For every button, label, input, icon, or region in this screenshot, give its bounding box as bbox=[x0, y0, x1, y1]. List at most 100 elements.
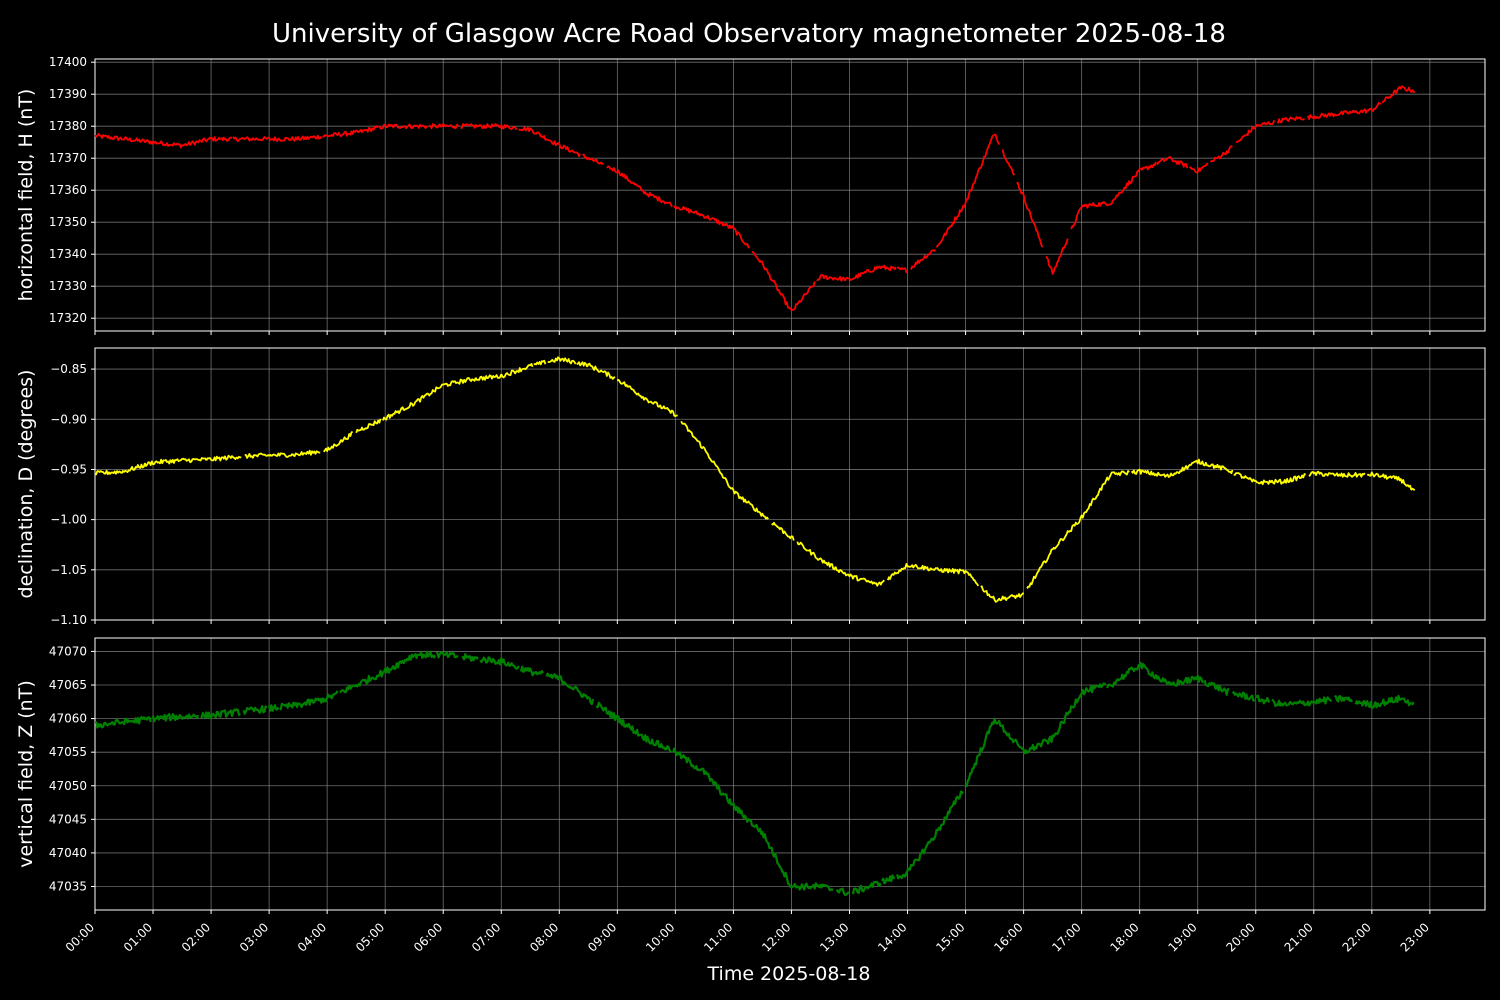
series-line-h bbox=[541, 134, 552, 143]
series-line-z bbox=[896, 869, 909, 880]
series-line-h bbox=[122, 136, 149, 144]
series-line-h bbox=[550, 140, 581, 158]
series-line-d bbox=[728, 485, 751, 504]
series-line-h bbox=[1276, 116, 1294, 124]
series-line-z bbox=[94, 718, 124, 729]
y-tick-label-z: 47070 bbox=[49, 644, 87, 658]
x-axis-title: Time 2025-08-18 bbox=[707, 963, 871, 985]
y-tick-label-z: 47060 bbox=[49, 712, 87, 726]
series-line-z bbox=[964, 754, 980, 788]
series-line-h bbox=[788, 296, 804, 312]
series-line-h bbox=[1070, 202, 1099, 230]
series-line-d bbox=[576, 361, 589, 368]
series-line-h bbox=[582, 153, 605, 166]
series-line-h bbox=[1156, 155, 1177, 166]
series-line-d bbox=[1189, 458, 1218, 469]
series-line-h bbox=[322, 131, 341, 138]
y-axis-title-h: horizontal field, H (nT) bbox=[15, 89, 37, 302]
series-line-z bbox=[906, 858, 918, 872]
series-line-z bbox=[122, 715, 152, 726]
series-line-d bbox=[649, 400, 678, 417]
series-line-h bbox=[802, 281, 816, 298]
series-line-d bbox=[815, 557, 837, 571]
series-line-h bbox=[973, 133, 1001, 184]
series-line-h bbox=[460, 123, 482, 130]
series-line-h bbox=[606, 165, 622, 177]
series-line-d bbox=[474, 373, 503, 381]
y-tick-label-h: 17400 bbox=[49, 55, 87, 69]
series-line-h bbox=[1235, 134, 1246, 143]
series-line-z bbox=[435, 650, 459, 659]
series-line-d bbox=[533, 359, 547, 366]
series-line-z bbox=[200, 711, 214, 720]
series-line-d bbox=[454, 377, 477, 385]
series-line-z bbox=[545, 672, 572, 689]
series-line-z bbox=[1192, 674, 1204, 684]
series-line-d bbox=[680, 420, 708, 454]
series-line-z bbox=[997, 719, 1010, 737]
series-line-z bbox=[1354, 699, 1370, 707]
series-line-z bbox=[809, 882, 834, 892]
series-line-d bbox=[1233, 472, 1259, 484]
series-line-h bbox=[693, 210, 710, 220]
series-line-h bbox=[1209, 145, 1233, 163]
series-line-h bbox=[1189, 162, 1209, 174]
series-line-h bbox=[398, 123, 415, 130]
series-line-z bbox=[1231, 691, 1256, 702]
series-line-h bbox=[673, 204, 695, 214]
series-line-d bbox=[291, 449, 321, 458]
series-line-z bbox=[1007, 732, 1020, 748]
series-line-z bbox=[1055, 698, 1080, 736]
series-line-z bbox=[835, 887, 850, 896]
series-line-z bbox=[1333, 695, 1354, 703]
series-line-h bbox=[199, 136, 222, 143]
series-line-z bbox=[268, 704, 280, 712]
series-line-h bbox=[730, 225, 750, 249]
series-line-z bbox=[649, 738, 672, 753]
series-line-z bbox=[294, 697, 324, 709]
series-line-d bbox=[1151, 470, 1182, 478]
series-line-z bbox=[863, 880, 882, 890]
series-line-h bbox=[1174, 160, 1189, 169]
series-line-d bbox=[322, 439, 342, 453]
series-line-d bbox=[522, 362, 534, 371]
series-line-z bbox=[461, 652, 479, 662]
series-line-z bbox=[743, 814, 759, 830]
series-line-d bbox=[426, 386, 440, 397]
series-line-h bbox=[479, 123, 492, 130]
series-line-z bbox=[1255, 694, 1271, 705]
series-line-d bbox=[796, 541, 817, 559]
series-line-h bbox=[1363, 101, 1382, 114]
series-line-d bbox=[1376, 473, 1394, 480]
series-line-z bbox=[382, 657, 410, 674]
series-line-h bbox=[1016, 181, 1027, 205]
y-tick-label-d: −1.00 bbox=[50, 513, 87, 527]
panel-frame bbox=[94, 637, 1486, 911]
series-line-h bbox=[870, 264, 897, 273]
series-h bbox=[94, 85, 1416, 312]
series-line-z bbox=[361, 669, 385, 685]
y-tick-label-h: 17350 bbox=[49, 215, 87, 229]
series-line-d bbox=[415, 392, 428, 403]
series-d bbox=[94, 356, 1416, 603]
y-tick-label-z: 47065 bbox=[49, 678, 87, 692]
series-line-h bbox=[642, 189, 673, 208]
series-line-z bbox=[766, 841, 782, 869]
series-line-z bbox=[712, 780, 733, 806]
series-line-d bbox=[221, 454, 242, 461]
series-line-h bbox=[1409, 89, 1416, 94]
y-tick-label-h: 17370 bbox=[49, 151, 87, 165]
series-line-h bbox=[299, 134, 323, 141]
series-line-z bbox=[1120, 661, 1149, 681]
series-line-z bbox=[321, 690, 339, 703]
series-line-d bbox=[1285, 473, 1307, 484]
chart-panels: 17320 17330 17340 17350 17360 17370 17380 17390… bbox=[15, 55, 1486, 914]
series-line-d bbox=[627, 385, 651, 404]
series-line-d bbox=[340, 431, 353, 443]
y-tick-label-d: −1.10 bbox=[50, 613, 87, 627]
series-line-z bbox=[242, 705, 268, 715]
series-line-h bbox=[910, 258, 923, 270]
series-line-z bbox=[1018, 745, 1032, 755]
series-line-h bbox=[1307, 112, 1337, 120]
series-line-d bbox=[886, 563, 916, 581]
